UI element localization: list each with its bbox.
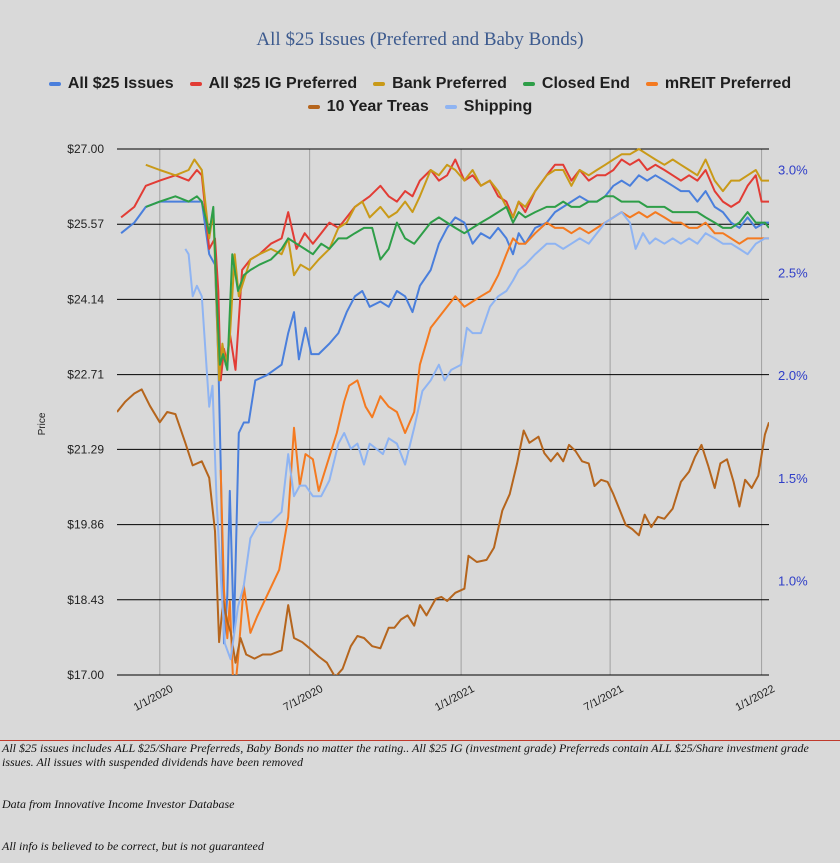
footer-note-coverage: All $25 issues includes ALL $25/Share Pr… (2, 741, 809, 769)
legend-swatch (189, 82, 202, 86)
legend-row-2: 10 Year Treas Shipping (0, 98, 840, 116)
legend-label: mREIT Preferred (664, 75, 792, 92)
y-tick-label: $27.00 (67, 142, 104, 156)
legend-swatch (522, 82, 535, 86)
x-tick-label: 1/1/2022 (734, 683, 777, 714)
legend-label: 10 Year Treas (326, 98, 429, 115)
legend-label: All $25 IG Preferred (208, 75, 358, 92)
y2-tick-label: 1.5% (778, 471, 808, 486)
y-tick-label: $18.43 (67, 593, 104, 607)
series-line-shipping (184, 211, 769, 661)
y-tick-label: $25.57 (67, 217, 104, 231)
x-tick-label: 1/1/2020 (132, 683, 175, 714)
y2-tick-label: 1.0% (778, 573, 808, 588)
x-tick-label: 7/1/2021 (582, 683, 625, 714)
legend-label: Bank Preferred (392, 75, 507, 92)
legend-swatch (373, 82, 386, 86)
x-tick-label: 7/1/2020 (282, 683, 325, 714)
legend-label: Shipping (463, 98, 533, 115)
legend: All $25 Issues All $25 IG Preferred Bank P… (0, 75, 840, 93)
y2-tick-label: 2.5% (778, 265, 808, 280)
legend-swatch (307, 105, 320, 109)
footer-note-source: Data from Innovative Income Investor Dat… (2, 797, 235, 811)
y-tick-label: $19.86 (67, 518, 104, 532)
legend-label: All $25 Issues (67, 75, 174, 92)
legend-item: Closed End (522, 75, 630, 93)
legend-swatch (444, 105, 457, 109)
legend-item: Shipping (444, 98, 533, 116)
legend-item: mREIT Preferred (645, 75, 792, 93)
chart-title: All $25 Issues (Preferred and Baby Bonds… (256, 29, 584, 50)
y-axis-label: Price (37, 412, 48, 435)
footer-notes: All $25 issues includes ALL $25/Share Pr… (0, 740, 840, 863)
series-line-bank-preferred (145, 148, 769, 382)
y2-tick-label: 2.0% (778, 368, 808, 383)
series-line-10-year-treas (117, 388, 769, 675)
series-line-all-25-issues (120, 174, 769, 645)
legend-item: All $25 IG Preferred (189, 75, 358, 93)
y-tick-label: $24.14 (67, 292, 104, 306)
x-tick-label: 1/1/2021 (433, 683, 476, 714)
line-chart: 1/1/2020 7/1/2020 1/1/2021 7/1/2021 1/1/2022… (37, 142, 808, 714)
y-tick-label: $21.29 (67, 442, 104, 456)
legend-swatch (645, 82, 658, 86)
series-line-mreit-preferred (219, 211, 769, 675)
y-tick-label: $17.00 (67, 668, 104, 682)
footer-note-disclaimer: All info is believed to be correct, but … (2, 839, 264, 853)
legend-item: 10 Year Treas (307, 98, 429, 116)
series-line-closed-end (145, 195, 769, 371)
y2-tick-label: 3.0% (778, 163, 808, 178)
legend-item: All $25 Issues (48, 75, 174, 93)
legend-item: Bank Preferred (373, 75, 507, 93)
legend-swatch (48, 82, 61, 86)
legend-label: Closed End (541, 75, 630, 92)
y-tick-label: $22.71 (67, 368, 104, 382)
